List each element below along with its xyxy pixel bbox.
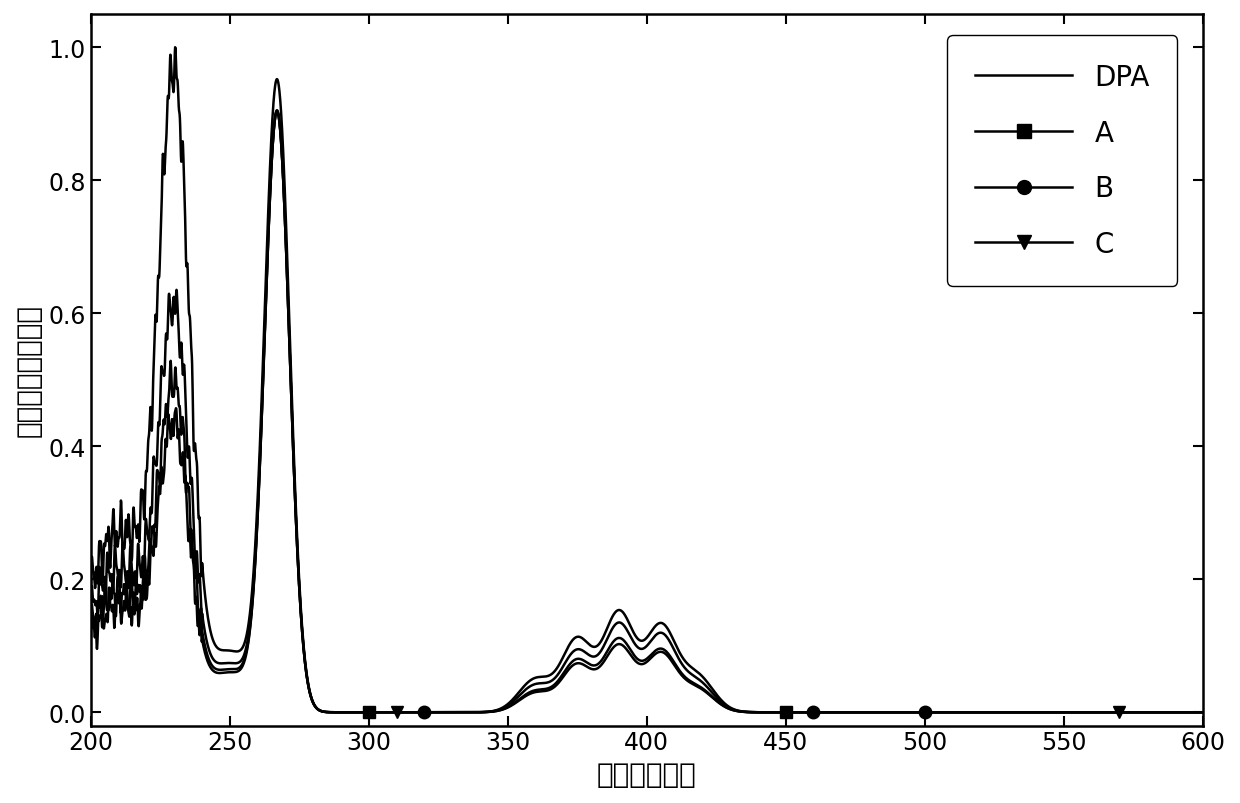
X-axis label: 波长（纳米）: 波长（纳米） [596,760,697,788]
Legend: DPA, A, B, C: DPA, A, B, C [947,36,1178,287]
Y-axis label: 强度（任意单位）: 强度（任意单位） [15,304,43,437]
